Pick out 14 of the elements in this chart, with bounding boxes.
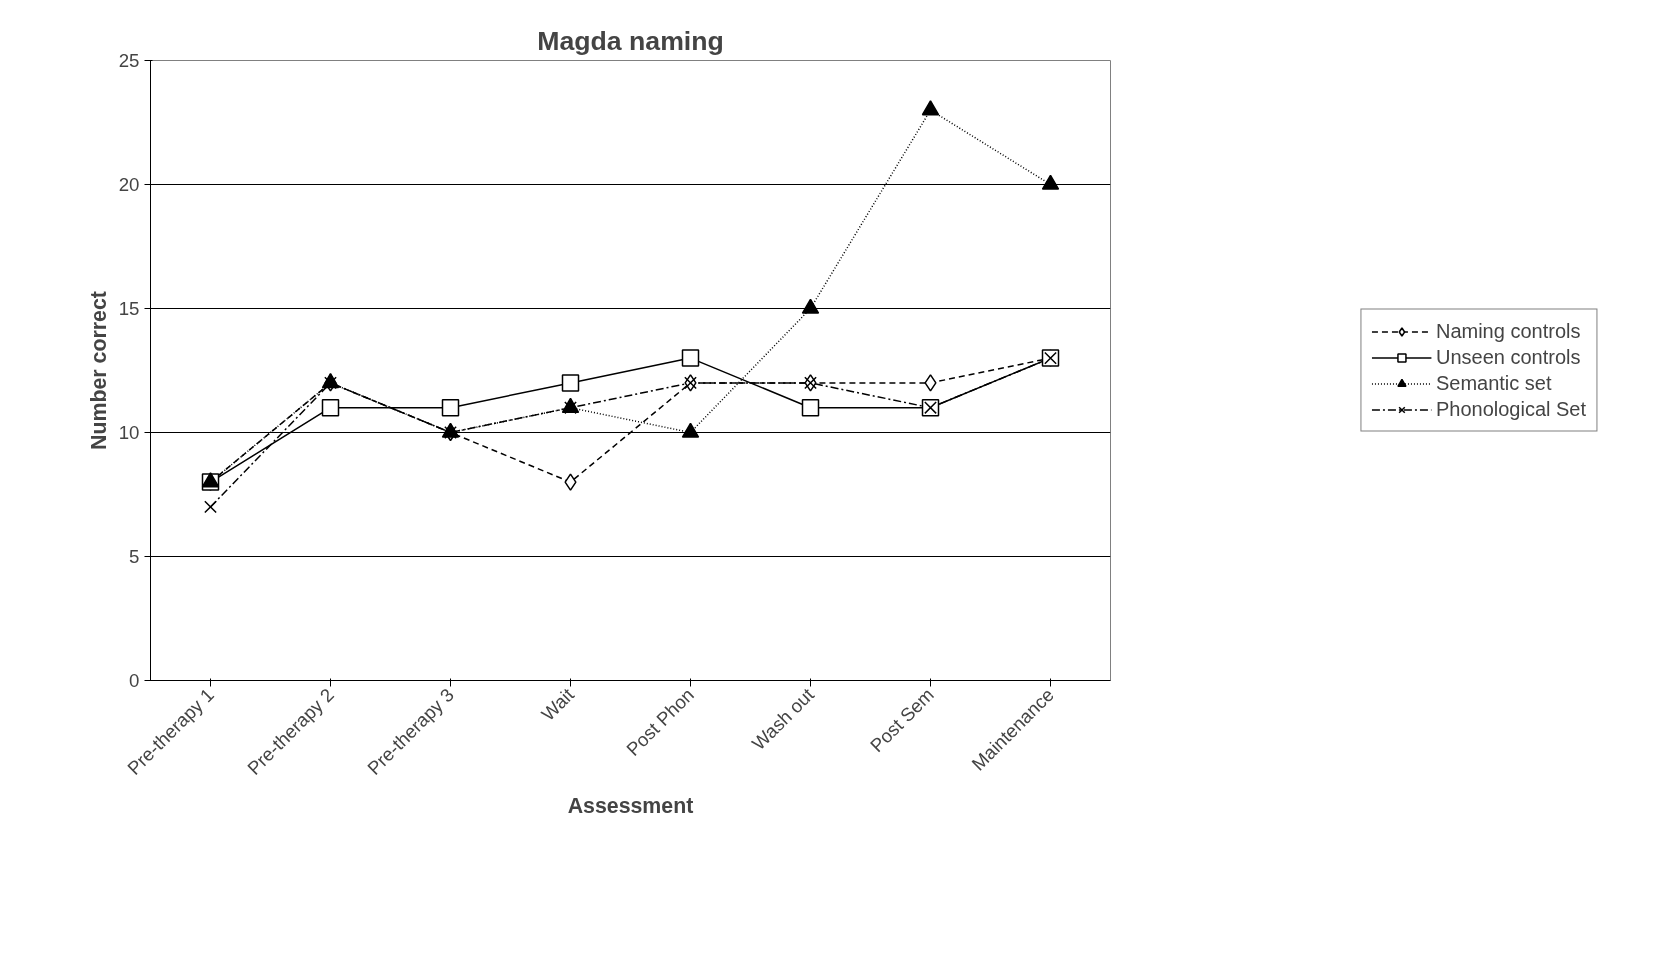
y-tick-label: 10 xyxy=(118,422,140,443)
y-axis-title: Number correct xyxy=(86,291,111,450)
y-tick-label: 25 xyxy=(118,50,140,71)
y-tick-label: 0 xyxy=(129,670,140,691)
x-tick-label: Wait xyxy=(537,683,579,725)
y-tick-label: 15 xyxy=(118,298,140,319)
y-tick-label: 20 xyxy=(118,174,140,195)
legend-label: Unseen controls xyxy=(1435,345,1581,369)
legend-label: Semantic set xyxy=(1435,371,1552,395)
legend-label: Naming controls xyxy=(1435,319,1581,343)
legend-label: Phonological Set xyxy=(1435,397,1587,421)
y-tick-label: 5 xyxy=(129,546,140,567)
x-axis-title: Assessment xyxy=(567,794,694,819)
chart-title: Magda naming xyxy=(537,25,724,56)
